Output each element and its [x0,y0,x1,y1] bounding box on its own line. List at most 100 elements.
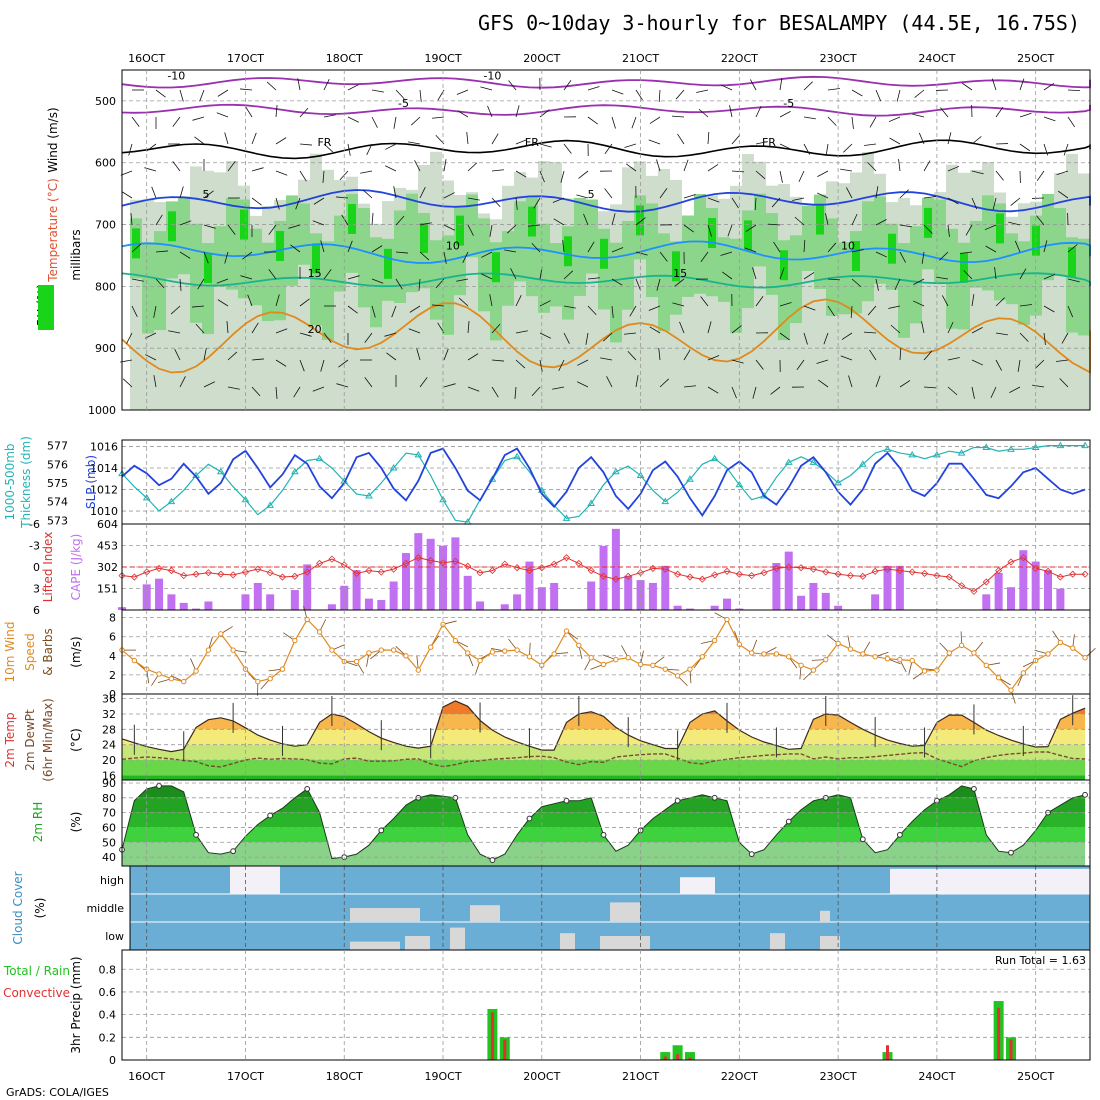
rh-shade-cell [718,237,730,302]
cape-bar [439,545,448,610]
wind-speed-point [292,637,298,644]
wind-barb [923,196,936,199]
cape-bar [710,605,719,610]
li-point [674,570,682,578]
wind-barb [170,305,181,315]
wind-speed-point [1045,651,1051,657]
wind-barb [658,89,661,102]
wind-barb [563,80,572,91]
wind-barb [371,89,384,93]
wind-barb [275,386,278,399]
rh-shade-cell [406,193,418,293]
cape-bar [476,601,485,610]
cape-tick: 151 [97,583,118,596]
rh-shade-cell [766,213,778,295]
rh-shade-cell [946,228,958,329]
temp-contour-label: FR [317,136,331,149]
wind-speed-point [181,678,187,685]
wind-barb [240,275,253,280]
wind-barb [611,89,624,95]
wind-barb [393,116,397,129]
rh-shade-cell [250,228,262,306]
li-point [649,564,657,572]
wind-barb [947,132,952,145]
wind-barb [995,170,1004,181]
wind-barb [563,270,574,280]
wind-speed-point [613,656,619,663]
wind-barb [552,197,565,203]
rh-shade-cell [852,241,860,272]
li-point [353,569,361,578]
rh-tick: 70 [102,807,116,820]
wind-barb [299,359,305,372]
wind-barb [371,278,384,284]
li-point [612,575,620,583]
wind-barb [563,305,576,309]
date-label-top: 23OCT [820,52,857,65]
li-point [661,565,669,573]
li-point [315,559,324,567]
wind-barb [515,330,528,334]
wind-barb [1056,359,1069,362]
label-cloud-a: Cloud Cover [11,871,25,944]
wind-barb [587,241,595,253]
rh-shade-cell [910,226,922,324]
wind-barb [745,224,757,232]
temp-band [122,760,1086,776]
wind-barb [629,305,637,317]
label-cloud-b: (%) [33,898,47,919]
li-point [464,562,472,570]
wind-barb [843,143,853,153]
li-point [1056,573,1064,581]
li-point [723,567,731,575]
rh-shade-cell [960,252,968,283]
wind-barb [275,328,288,334]
wind-barb [366,143,373,155]
wind-speed-point [502,648,508,654]
li-point [772,564,780,572]
thickness-point [686,475,694,482]
cape-bar [723,598,731,610]
rh-shade-cell [502,231,514,306]
wind-barb [803,332,808,345]
wind-barb [727,224,733,237]
rh-shade-cell [802,205,814,271]
wind-tick: 2 [109,669,116,682]
wind-barb [1043,82,1055,91]
wind-barb [443,192,455,199]
li-tick: 6 [33,604,40,617]
wind-barb [410,116,421,126]
wind-barb [558,359,565,371]
rh-shade-cell [708,218,716,249]
wind-barb [700,296,709,307]
wind-barb [347,116,359,123]
wind-barb [631,116,637,129]
li-point [760,569,768,577]
wind-barb [395,215,405,226]
wind-barb [419,377,428,388]
li-point [735,570,743,578]
cape-bar [352,570,361,610]
wind-barb [707,164,719,172]
wind-barb [386,352,397,361]
wind-barb [611,305,614,318]
wind-barb [153,305,157,318]
cape-tick: 453 [97,540,118,553]
cape-bar [204,601,213,610]
wind-barb [288,224,301,229]
wind-barb [731,170,744,173]
li-point [1069,570,1077,578]
wind-barb [825,143,829,156]
wind-barb [480,86,493,91]
date-label-bottom: 20OCT [523,1070,560,1083]
rh-point [304,785,311,792]
rh-point [674,797,681,804]
wind-barb [299,107,309,118]
rh-shade-cell [1042,193,1054,281]
li-point [945,573,953,581]
wind-barb [698,108,709,118]
wind-speed-point [1057,639,1064,646]
wind-barb [489,294,493,307]
temp-contour-label: 15 [308,267,322,280]
precip-convective-bar [997,1007,1001,1060]
